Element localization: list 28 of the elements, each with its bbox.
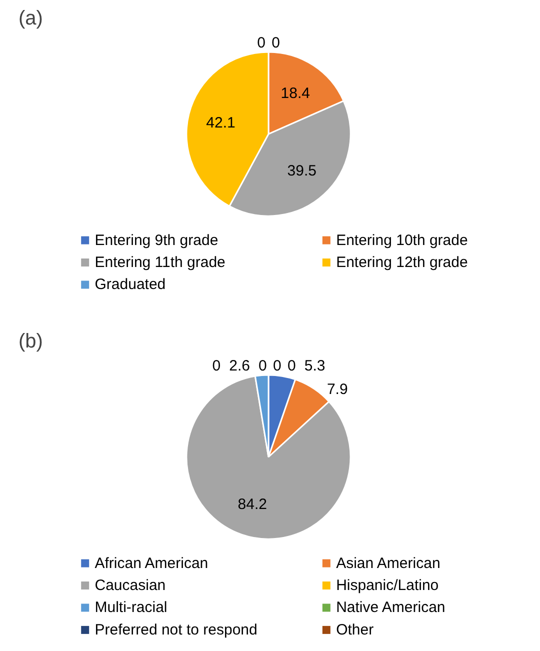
legend-label: Caucasian — [94, 577, 166, 594]
text: 0 — [212, 358, 221, 375]
legend-label: Entering 11th grade — [94, 254, 226, 271]
legend-label: Entering 9th grade — [94, 232, 218, 249]
legend-label: Entering 10th grade — [336, 232, 468, 249]
legend-label: Multi-racial — [94, 599, 168, 616]
text: 0 — [287, 358, 296, 375]
legend-label: Hispanic/Latino — [336, 577, 439, 594]
legend-label: Other — [336, 621, 374, 638]
data-label: 84.2 — [238, 496, 268, 514]
text: 0 — [257, 34, 266, 52]
legend-label: African American — [94, 554, 208, 572]
chart-title: (a) — [18, 8, 43, 30]
data-label: 2.6 — [229, 358, 250, 375]
chart-title: (b) — [18, 330, 43, 352]
text: 0 — [272, 34, 280, 52]
legend-label: Entering 12th grade — [336, 254, 468, 271]
data-label: 7.9 — [326, 380, 348, 398]
text: 0 — [258, 358, 267, 375]
legend-label: Asian American — [336, 554, 440, 572]
legend-label: Preferred not to respond — [94, 621, 258, 638]
legend-label: Native American — [336, 599, 446, 616]
data-label: 5.3 — [304, 358, 326, 375]
legend-label: Graduated — [94, 276, 166, 294]
data-label: 39.5 — [287, 162, 316, 180]
data-label: 18.4 — [280, 85, 310, 102]
data-label: 42.1 — [206, 114, 236, 132]
text: 0 — [273, 358, 282, 375]
